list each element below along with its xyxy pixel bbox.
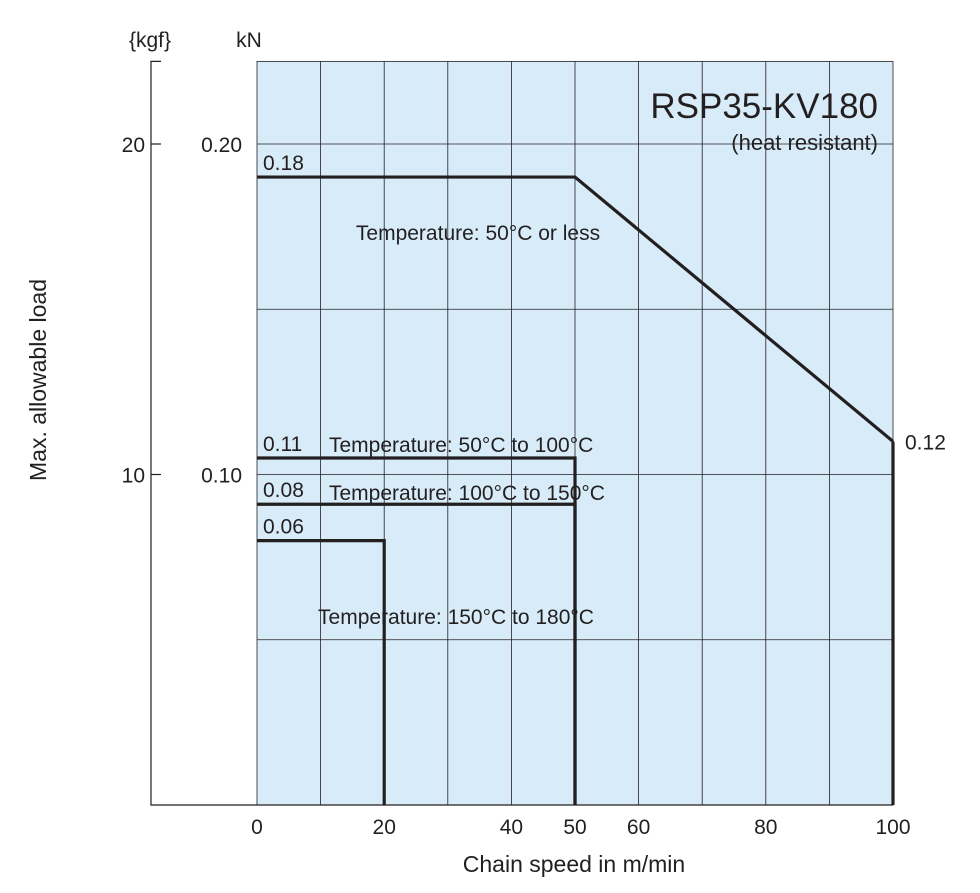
- y-unit-inner: kN: [236, 29, 262, 52]
- data-label: 0.08: [263, 479, 304, 502]
- series-layer: [257, 175, 895, 805]
- x-tick-label: 0: [251, 816, 263, 839]
- x-tick-label: 20: [373, 816, 396, 839]
- x-tick-label: 50: [563, 816, 586, 839]
- data-label: 0.11: [263, 433, 302, 456]
- x-tick-label: 100: [875, 816, 910, 839]
- x-tick-label: 80: [754, 816, 777, 839]
- y-tick-label-kgf: 20: [122, 134, 145, 157]
- series-name-label: Temperature: 150°C to 180°C: [318, 606, 594, 629]
- y-tick-label-kgf: 10: [122, 465, 145, 488]
- y-unit-outer: {kgf}: [129, 29, 171, 52]
- y-tick-label-kn: 0.20: [201, 134, 242, 157]
- x-tick-label: 60: [627, 816, 650, 839]
- series-name-label: Temperature: 100°C to 150°C: [329, 482, 605, 505]
- data-label: 0.12: [905, 431, 946, 454]
- x-tick-label: 40: [500, 816, 523, 839]
- axes: 10 0.10 20 0.20 0 20 40 50 60 80 100: [122, 60, 911, 839]
- data-label: 0.06: [263, 516, 304, 539]
- series-name-label: Temperature: 50°C to 100°C: [329, 434, 593, 457]
- chart-title: RSP35-KV180: [650, 87, 878, 126]
- y-axis-label: Max. allowable load: [25, 279, 51, 481]
- series-line-3: [257, 502, 577, 805]
- series-name-label: Temperature: 50°C or less: [356, 222, 600, 245]
- chart-subtitle: (heat resistant): [731, 130, 878, 155]
- labels-layer: 0.18 0.12 0.11 0.08 0.06 Temperature: 50°C or…: [263, 152, 946, 629]
- y-tick-label-kn: 0.10: [201, 465, 242, 488]
- series-line-1: [257, 175, 895, 443]
- axis-lines: [150, 60, 893, 806]
- x-axis-label: Chain speed in m/min: [463, 851, 685, 877]
- series-line-4: [257, 538, 386, 805]
- data-label: 0.18: [263, 152, 304, 175]
